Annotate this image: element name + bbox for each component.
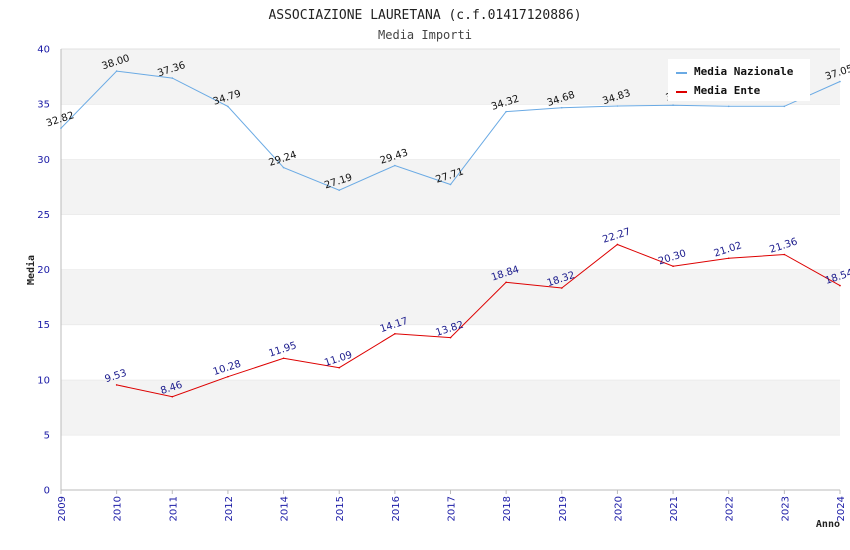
data-point bbox=[60, 127, 62, 129]
data-point bbox=[783, 105, 786, 108]
data-point bbox=[839, 284, 841, 287]
x-tick-label: 2012 bbox=[224, 496, 235, 521]
data-point bbox=[394, 164, 396, 167]
data-point bbox=[727, 105, 730, 108]
data-point bbox=[115, 70, 118, 72]
data-point bbox=[338, 366, 341, 369]
x-tick-label: 2022 bbox=[725, 496, 736, 521]
y-tick-label: 20 bbox=[37, 265, 50, 276]
data-point bbox=[560, 287, 563, 289]
legend: Media Nazionale Media Ente bbox=[668, 59, 810, 101]
data-point bbox=[505, 281, 507, 284]
x-tick-label: 2024 bbox=[836, 496, 847, 521]
grid-band bbox=[61, 324, 840, 380]
grid-band bbox=[61, 104, 840, 160]
legend-label-media-nazionale: Media Nazionale bbox=[694, 65, 794, 78]
x-tick-label: 2019 bbox=[558, 496, 569, 521]
data-point bbox=[449, 183, 452, 186]
data-point bbox=[449, 336, 452, 339]
x-tick-label: 2018 bbox=[502, 496, 513, 521]
data-point bbox=[727, 257, 730, 260]
x-tick-label: 2009 bbox=[57, 496, 68, 521]
x-tick-label: 2016 bbox=[391, 496, 402, 521]
data-point bbox=[560, 106, 563, 109]
chart-title: ASSOCIAZIONE LAURETANA (c.f.01417120886) bbox=[268, 8, 581, 23]
series-line-media-ente bbox=[116, 243, 841, 398]
x-tick-label: 2017 bbox=[447, 496, 458, 521]
y-tick-label: 10 bbox=[37, 375, 50, 386]
grid-band bbox=[61, 379, 840, 435]
data-point bbox=[227, 105, 229, 108]
x-tick-label: 2015 bbox=[335, 496, 346, 521]
x-tick-label: 2014 bbox=[280, 496, 291, 521]
data-point bbox=[171, 395, 174, 398]
data-point bbox=[282, 357, 285, 360]
y-axis-title: Media bbox=[25, 255, 37, 285]
grid-band bbox=[61, 159, 840, 215]
data-point bbox=[616, 243, 619, 246]
x-tick-labels: 2009 2010 2011 2012 2014 2015 2016 2017 2018 2019… bbox=[57, 490, 847, 521]
x-axis-title: Anno bbox=[816, 519, 840, 530]
y-tick-label: 15 bbox=[37, 320, 50, 331]
data-point bbox=[115, 384, 118, 386]
chart-subtitle: Media Importi bbox=[378, 28, 472, 42]
grid-band bbox=[61, 214, 840, 270]
legend-label-media-ente: Media Ente bbox=[694, 84, 761, 97]
data-point bbox=[672, 104, 674, 107]
x-tick-label: 2020 bbox=[613, 496, 624, 521]
grid-bands bbox=[61, 48, 840, 490]
data-point bbox=[616, 105, 619, 107]
data-point bbox=[505, 110, 507, 113]
data-point bbox=[171, 77, 174, 79]
x-tick-label: 2023 bbox=[780, 496, 791, 521]
data-point bbox=[672, 265, 674, 267]
y-tick-label: 0 bbox=[44, 486, 50, 497]
legend-box bbox=[668, 59, 810, 101]
y-tick-labels: 0 5 10 15 20 25 30 35 40 bbox=[37, 45, 50, 497]
grid-band bbox=[61, 269, 840, 325]
data-point bbox=[839, 80, 841, 83]
y-tick-label: 30 bbox=[37, 155, 50, 166]
y-tick-label: 35 bbox=[37, 100, 50, 111]
y-tick-label: 25 bbox=[37, 210, 50, 221]
data-point bbox=[282, 166, 285, 169]
y-tick-label: 40 bbox=[37, 45, 50, 56]
data-point bbox=[394, 332, 396, 335]
x-tick-label: 2021 bbox=[669, 496, 680, 521]
grid-band bbox=[61, 434, 840, 490]
y-tick-label: 5 bbox=[44, 430, 50, 441]
data-point bbox=[227, 375, 229, 378]
x-tick-label: 2010 bbox=[113, 496, 124, 521]
data-point bbox=[783, 253, 786, 256]
x-tick-label: 2011 bbox=[168, 496, 179, 521]
data-point bbox=[338, 189, 341, 192]
